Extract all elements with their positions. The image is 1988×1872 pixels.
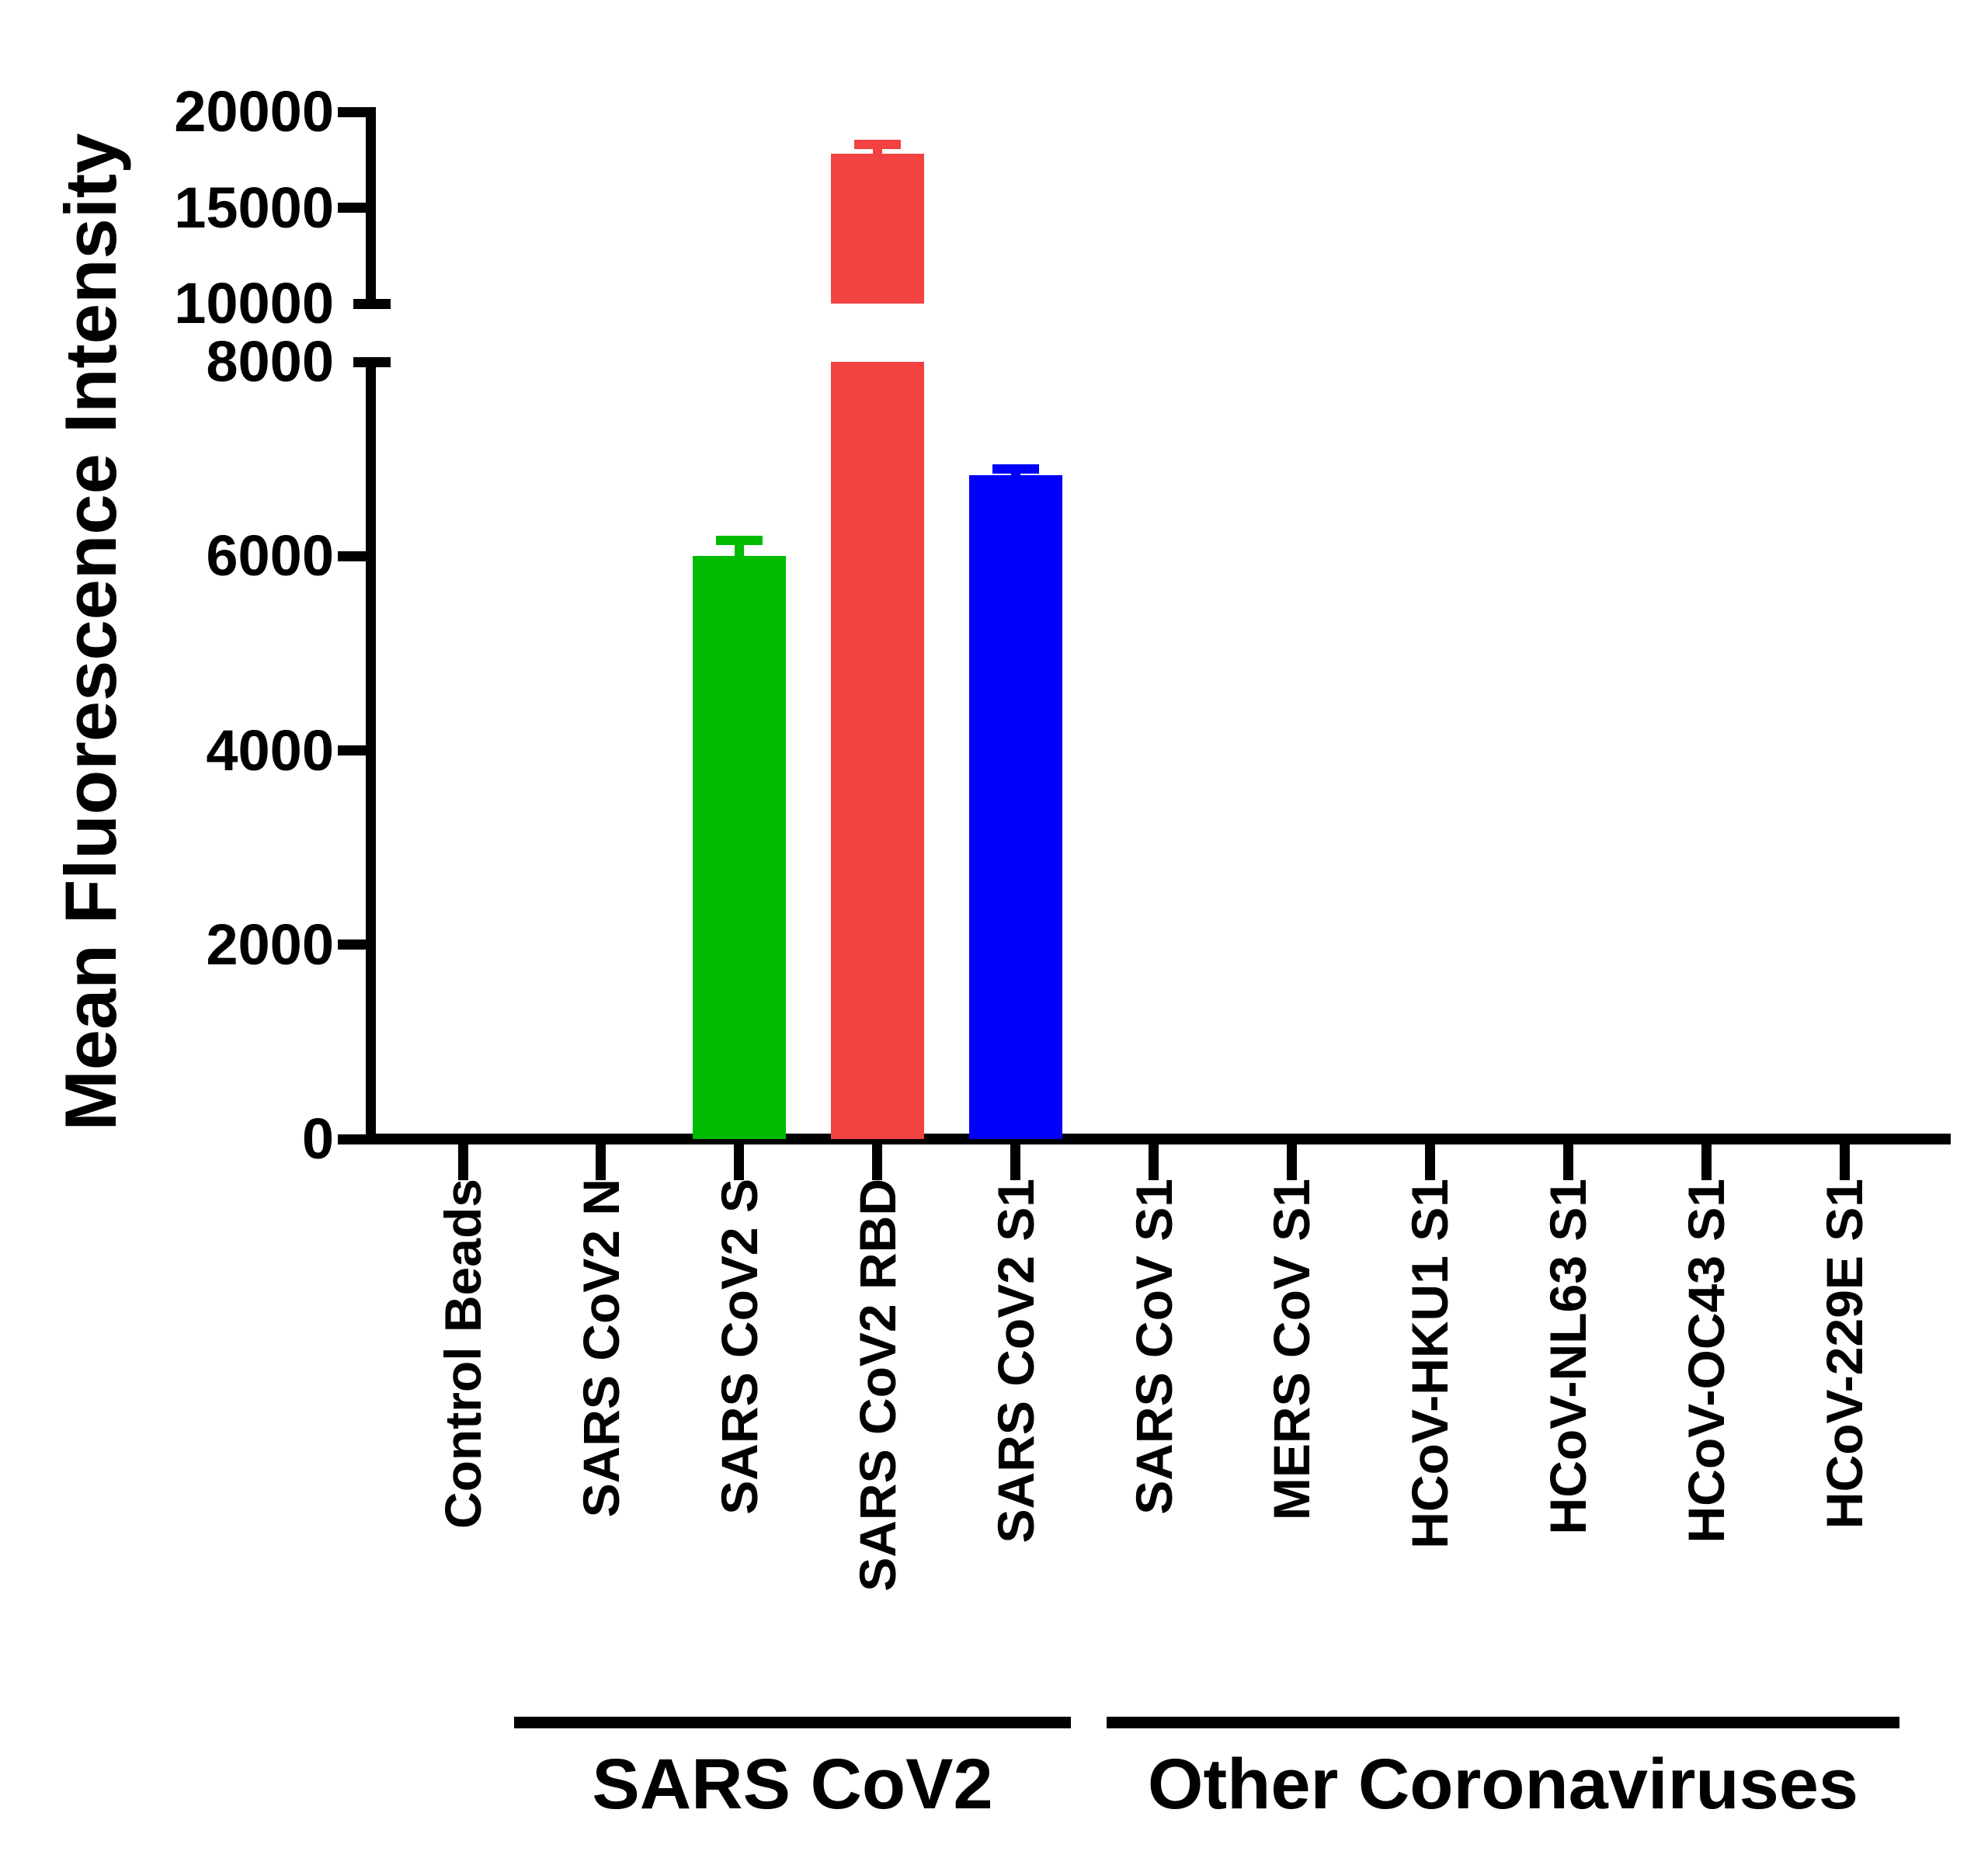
- x-tick: [596, 1144, 606, 1180]
- x-tick: [457, 1144, 468, 1180]
- category-label: HCoV-OC43 S1: [1677, 1179, 1736, 1544]
- group-label: SARS CoV2: [592, 1745, 993, 1824]
- category-label: SARS CoV2 S1: [986, 1179, 1044, 1544]
- y-tick: [338, 550, 366, 561]
- y-axis-break-cap-lower: [353, 356, 391, 367]
- bar-lower-segment: [968, 475, 1062, 1139]
- group-label: Other Coronaviruses: [1147, 1745, 1859, 1824]
- y-tick: [338, 745, 366, 755]
- bar-lower-segment: [830, 362, 924, 1139]
- y-axis-break-cap-upper: [353, 298, 391, 309]
- x-tick: [1010, 1144, 1021, 1180]
- y-tick-label: 6000: [206, 523, 334, 589]
- error-bar-cap: [853, 140, 901, 150]
- x-tick: [1562, 1144, 1573, 1180]
- category-label: SARS CoV2 N: [572, 1179, 630, 1518]
- y-tick: [338, 203, 366, 213]
- y-axis-upper-spine: [366, 106, 376, 309]
- x-axis-line: [366, 1134, 1951, 1144]
- y-tick-label: 15000: [174, 175, 334, 240]
- category-label: MERS CoV S1: [1263, 1179, 1321, 1521]
- x-tick: [734, 1144, 745, 1180]
- x-tick: [1424, 1144, 1435, 1180]
- x-tick: [872, 1144, 883, 1180]
- y-tick: [338, 939, 366, 950]
- category-label: SARS CoV2 S: [710, 1179, 768, 1515]
- y-tick-label: 10000: [174, 271, 334, 335]
- error-bar-cap: [992, 464, 1039, 474]
- y-axis-title: Mean Fluorescence Intensity: [50, 133, 131, 1131]
- category-label: HCoV-HKU1 S1: [1401, 1179, 1459, 1549]
- bar-lower-segment: [692, 556, 786, 1139]
- error-bar-cap: [715, 536, 763, 546]
- y-tick-label: 4000: [206, 717, 334, 783]
- y-axis-lower-spine: [366, 356, 376, 1144]
- y-tick-label: 8000: [206, 329, 334, 394]
- category-label: HCoV-229E S1: [1816, 1179, 1873, 1530]
- x-tick: [1286, 1144, 1297, 1180]
- y-tick: [338, 1134, 366, 1144]
- y-tick: [338, 106, 366, 117]
- group-underline: [1107, 1717, 1899, 1728]
- x-tick: [1149, 1144, 1159, 1180]
- category-label: SARS CoV2 RBD: [848, 1179, 906, 1592]
- category-label: SARS CoV S1: [1124, 1179, 1183, 1515]
- y-tick-label: 0: [301, 1106, 334, 1171]
- category-label: Control Beads: [434, 1179, 492, 1530]
- bar-upper-segment: [830, 154, 924, 304]
- x-tick: [1701, 1144, 1712, 1180]
- x-tick: [1839, 1144, 1850, 1180]
- group-underline: [514, 1717, 1071, 1728]
- category-label: HCoV-NL63 S1: [1539, 1179, 1597, 1535]
- y-tick-label: 2000: [206, 912, 334, 977]
- y-tick-label: 20000: [174, 79, 334, 144]
